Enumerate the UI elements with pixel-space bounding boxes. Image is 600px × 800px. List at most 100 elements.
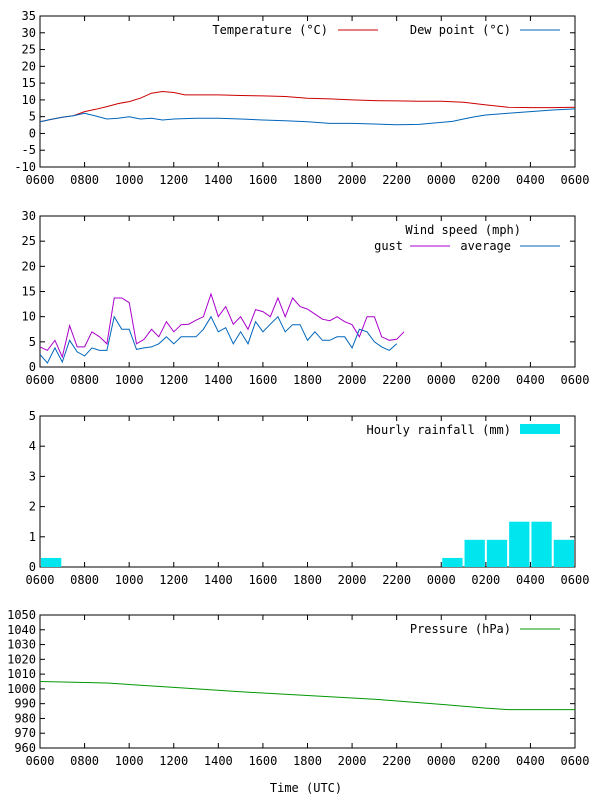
x-tick-label: 0600 — [26, 373, 55, 387]
y-tick-label: 3 — [29, 469, 36, 483]
y-tick-label: -5 — [22, 143, 36, 157]
rainfall-bar — [464, 539, 485, 567]
x-tick-label: 2000 — [338, 573, 367, 587]
x-tick-label: 1400 — [204, 573, 233, 587]
rainfall-bar — [442, 557, 463, 567]
y-tick-label: 5 — [29, 335, 36, 349]
x-tick-label: 1000 — [115, 373, 144, 387]
x-tick-label: 0000 — [427, 573, 456, 587]
x-tick-label: 2200 — [382, 754, 411, 768]
x-tick-label: 1800 — [293, 754, 322, 768]
y-tick-label: 1030 — [7, 638, 36, 652]
y-tick-label: 960 — [14, 741, 36, 755]
y-tick-label: 1050 — [7, 608, 36, 622]
y-tick-label: 35 — [22, 9, 36, 23]
x-tick-label: 0800 — [70, 173, 99, 187]
x-tick-label: 2000 — [338, 754, 367, 768]
rainfall-bar — [509, 521, 530, 567]
x-tick-label: 0600 — [561, 573, 590, 587]
x-tick-label: 2200 — [382, 173, 411, 187]
y-tick-label: 1000 — [7, 682, 36, 696]
y-tick-label: 1 — [29, 530, 36, 544]
y-tick-label: 30 — [22, 209, 36, 223]
y-tick-label: 1040 — [7, 623, 36, 637]
x-tick-label: 2000 — [338, 173, 367, 187]
legend-label: Temperature (°C) — [212, 23, 328, 37]
x-tick-label: 0800 — [70, 754, 99, 768]
y-tick-label: 30 — [22, 26, 36, 40]
y-tick-label: 5 — [29, 409, 36, 423]
y-tick-label: 990 — [14, 697, 36, 711]
x-tick-label: 1200 — [159, 173, 188, 187]
y-tick-label: 0 — [29, 560, 36, 574]
x-tick-label: 0000 — [427, 373, 456, 387]
y-tick-label: 5 — [29, 110, 36, 124]
y-tick-label: 10 — [22, 93, 36, 107]
chart-panel-1: -10 -5 0 5 10 15 20 25 30 35 0600 0800 1000 1200 1400 1… — [14, 9, 589, 187]
chart-panel-3: 0 1 2 3 4 5 0600 0800 1000 1200 1400 1600 1800 2000 22… — [26, 409, 590, 587]
x-tick-label: 1000 — [115, 754, 144, 768]
y-tick-label: 25 — [22, 43, 36, 57]
series-line-1 — [39, 681, 575, 711]
series-line-2 — [39, 108, 576, 126]
chart-panel-4: 9609709809901000101010201030104010500600… — [7, 608, 589, 768]
x-tick-label: 0600 — [561, 173, 590, 187]
x-tick-label: 1200 — [159, 373, 188, 387]
x-tick-label: 1600 — [248, 173, 277, 187]
x-tick-label: 0600 — [561, 754, 590, 768]
y-tick-label: 25 — [22, 234, 36, 248]
y-tick-label: 4 — [29, 439, 36, 453]
x-tick-label: 1000 — [115, 173, 144, 187]
x-tick-label: 1000 — [115, 573, 144, 587]
y-tick-label: 20 — [22, 259, 36, 273]
chart-panel-2: 0 5 10 15 20 25 30 0600 0800 1000 1200 1400 1600 1800… — [22, 209, 590, 387]
legend-swatch — [520, 424, 560, 434]
x-tick-label: 2000 — [338, 373, 367, 387]
x-tick-label: 0600 — [26, 173, 55, 187]
x-tick-label: 0400 — [516, 173, 545, 187]
x-tick-label: 1800 — [293, 373, 322, 387]
x-tick-label: 1600 — [248, 754, 277, 768]
legend-label: average — [460, 239, 511, 253]
x-tick-label: 1800 — [293, 173, 322, 187]
rainfall-bar — [531, 521, 552, 567]
x-tick-label: 1200 — [159, 754, 188, 768]
legend-header: Wind speed (mph) — [405, 223, 521, 237]
rainfall-bar — [486, 539, 508, 567]
x-tick-label: 0200 — [471, 754, 500, 768]
rainfall-bar — [553, 539, 574, 567]
series-line-2 — [39, 315, 398, 364]
y-tick-label: 1010 — [7, 667, 36, 681]
x-tick-label: 0400 — [516, 373, 545, 387]
y-tick-label: 0 — [29, 360, 36, 374]
x-tick-label: 1200 — [159, 573, 188, 587]
x-tick-label: 2200 — [382, 573, 411, 587]
y-tick-label: 1020 — [7, 652, 36, 666]
y-tick-label: 15 — [22, 76, 36, 90]
x-tick-label: 1600 — [248, 573, 277, 587]
y-tick-label: 10 — [22, 310, 36, 324]
x-tick-label: 0600 — [561, 373, 590, 387]
legend-label: Dew point (°C) — [410, 23, 511, 37]
rainfall-bar — [41, 557, 62, 567]
y-tick-label: 0 — [29, 126, 36, 140]
x-tick-label: 0800 — [70, 373, 99, 387]
x-tick-label: 0600 — [26, 573, 55, 587]
x-tick-label: 0000 — [427, 173, 456, 187]
y-tick-label: 980 — [14, 711, 36, 725]
x-tick-label: 0200 — [471, 573, 500, 587]
x-tick-label: 0400 — [516, 573, 545, 587]
x-tick-label: 0000 — [427, 754, 456, 768]
x-tick-label: 0200 — [471, 373, 500, 387]
x-tick-label: 2200 — [382, 373, 411, 387]
x-tick-label: 0800 — [70, 573, 99, 587]
x-tick-label: 0600 — [26, 754, 55, 768]
series-line-1 — [39, 292, 405, 359]
y-tick-label: 15 — [22, 285, 36, 299]
y-tick-label: -10 — [14, 160, 36, 174]
x-tick-label: 1800 — [293, 573, 322, 587]
legend-label: Pressure (hPa) — [410, 622, 511, 636]
plot-frame — [39, 15, 576, 168]
